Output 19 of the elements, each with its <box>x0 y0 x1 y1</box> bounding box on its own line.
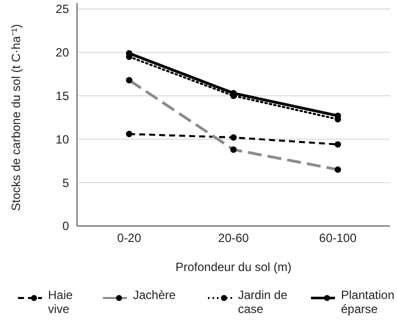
y-tick-label: 25 <box>56 2 70 16</box>
y-tick-label: 10 <box>56 132 70 146</box>
point <box>126 130 132 138</box>
y-axis-title: Stocks de carbone du sol (t C·ha⁻¹) <box>9 24 23 211</box>
legend-label: Plantation éparse <box>341 288 394 316</box>
point <box>230 134 237 141</box>
legend-label: Jachère <box>133 288 176 302</box>
x-tick-label: 0-20 <box>117 231 142 245</box>
y-tick-label: 20 <box>56 46 70 60</box>
point <box>334 112 342 119</box>
y-tick-label: 15 <box>56 89 70 103</box>
legend-label: Jardin de case <box>238 288 288 316</box>
legend-label: Haie vive <box>48 288 74 316</box>
y-tick-label: 5 <box>62 176 70 190</box>
x-tick-label: 60-100 <box>319 231 357 245</box>
x-axis-title: Profondeur du sol (m) <box>175 260 292 274</box>
y-tick-label: 0 <box>62 219 70 234</box>
x-tick-label: 20-60 <box>218 231 250 245</box>
point <box>334 141 342 148</box>
